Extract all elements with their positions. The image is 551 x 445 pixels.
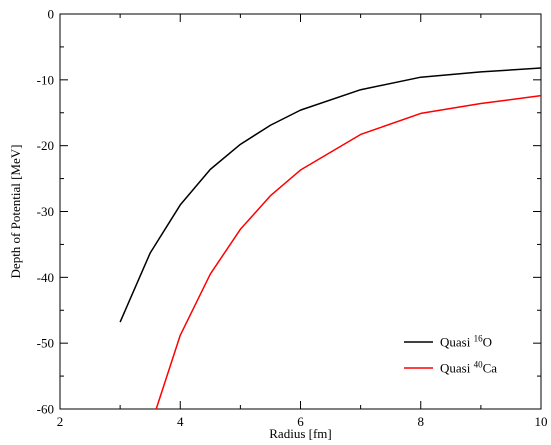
series-line-quasi-40ca: [155, 94, 541, 409]
x-axis-label: Radius [fm]: [269, 426, 331, 441]
y-axis-label: Depth of Potential [MeV]: [8, 145, 23, 279]
y-tick-label: -50: [37, 336, 54, 351]
legend-superscript: 40: [474, 360, 484, 370]
legend-suffix: Ca: [483, 361, 498, 376]
legend: Quasi 16O Quasi 40Ca: [404, 334, 497, 376]
legend-entry-quasi-16o: Quasi 16O: [440, 334, 492, 350]
tick-labels: 2 4 6 8 10 -60 -50 -40 -30 -20 -10 0: [37, 7, 548, 430]
legend-superscript: 16: [474, 334, 484, 344]
series-line-quasi-16o: [119, 67, 541, 323]
y-tick-label: -40: [37, 270, 54, 285]
legend-prefix: Quasi: [440, 361, 471, 376]
y-tick-label: -30: [37, 204, 54, 219]
x-tick-label: 10: [535, 414, 548, 429]
y-tick-label: -20: [37, 138, 54, 153]
y-tick-label: 0: [48, 7, 55, 22]
legend-prefix: Quasi: [440, 335, 471, 350]
x-tick-label: 8: [418, 414, 425, 429]
legend-entry-quasi-40ca: Quasi 40Ca: [440, 360, 497, 376]
x-tick-label: 2: [57, 414, 64, 429]
series-lines: [119, 67, 541, 409]
legend-suffix: O: [483, 335, 492, 350]
axis-ticks: [59, 13, 542, 410]
x-tick-label: 4: [177, 414, 184, 429]
x-tick-label: 6: [297, 414, 304, 429]
y-tick-label: -60: [37, 402, 54, 417]
y-tick-label: -10: [37, 72, 54, 87]
